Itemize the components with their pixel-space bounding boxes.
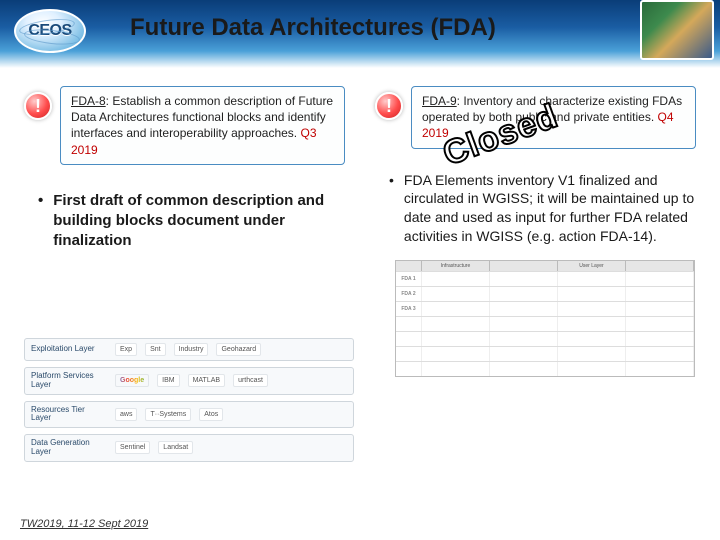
left-column: ! FDA-8: Establish a common description … xyxy=(24,86,345,377)
layer-band: Platform Services Layer Google IBM MATLAB ur… xyxy=(24,367,354,395)
left-bullet-text: First draft of common description and bu… xyxy=(53,191,345,252)
fda9-body: : Inventory and characterize existing FD… xyxy=(422,94,682,124)
fda9-box: FDA-9: Inventory and characterize existi… xyxy=(411,86,696,149)
layer-label: Exploitation Layer xyxy=(31,345,107,354)
alert-icon: ! xyxy=(375,92,403,120)
layer-label: Data Generation Layer xyxy=(31,439,107,457)
provider-logo: Exp xyxy=(115,343,137,356)
content-columns: ! FDA-8: Establish a common description … xyxy=(0,68,720,377)
provider-logo: urthcast xyxy=(233,374,268,387)
footer-tag: TW2019, 11-12 Sept 2019 xyxy=(20,518,148,530)
ceos-logo-text: CEOS xyxy=(28,22,71,40)
provider-logo: IBM xyxy=(157,374,179,387)
inventory-table-preview: Infrastructure User Layer FDA 1 FDA 2 FD… xyxy=(395,260,695,377)
right-bullet-text: FDA Elements inventory V1 finalized and … xyxy=(404,171,696,247)
provider-logo: Atos xyxy=(199,408,223,421)
layer-band: Exploitation Layer Exp Snt Industry Geohazar… xyxy=(24,338,354,361)
header-band: CEOS Future Data Architectures (FDA) xyxy=(0,0,720,68)
fda8-box: FDA-8: Establish a common description of… xyxy=(60,86,345,165)
right-column: ! FDA-9: Inventory and characterize exis… xyxy=(375,86,696,377)
provider-logo: Sentinel xyxy=(115,441,150,454)
right-bullet: •FDA Elements inventory V1 finalized and… xyxy=(375,171,696,247)
layer-band: Resources Tier Layer aws T··Systems Atos xyxy=(24,401,354,429)
ceos-logo: CEOS xyxy=(10,6,90,56)
provider-logo: MATLAB xyxy=(188,374,226,387)
provider-logo: aws xyxy=(115,408,137,421)
left-bullet: •First draft of common description and b… xyxy=(24,191,345,252)
alert-icon: ! xyxy=(24,92,52,120)
layer-band: Data Generation Layer Sentinel Landsat xyxy=(24,434,354,462)
layer-label: Platform Services Layer xyxy=(31,372,107,390)
architecture-layer-stack: Exploitation Layer Exp Snt Industry Geohazar… xyxy=(24,338,354,468)
provider-logo: Google xyxy=(115,374,149,387)
page-title: Future Data Architectures (FDA) xyxy=(130,14,496,42)
provider-logo: Industry xyxy=(174,343,209,356)
fda9-row: ! FDA-9: Inventory and characterize exis… xyxy=(375,86,696,149)
fda9-id: FDA-9 xyxy=(422,94,457,108)
fda8-body: : Establish a common description of Futu… xyxy=(71,94,333,140)
provider-logo: Geohazard xyxy=(216,343,261,356)
fda8-row: ! FDA-8: Establish a common description … xyxy=(24,86,345,165)
provider-logo: Snt xyxy=(145,343,166,356)
layer-label: Resources Tier Layer xyxy=(31,406,107,424)
provider-logo: T··Systems xyxy=(145,408,191,421)
fda8-id: FDA-8 xyxy=(71,94,106,108)
header-side-image xyxy=(640,0,714,60)
provider-logo: Landsat xyxy=(158,441,193,454)
